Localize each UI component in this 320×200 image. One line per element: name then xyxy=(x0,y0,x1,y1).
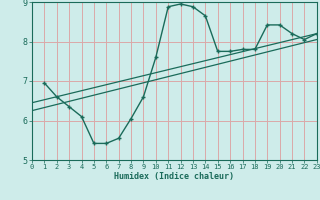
X-axis label: Humidex (Indice chaleur): Humidex (Indice chaleur) xyxy=(115,172,234,181)
